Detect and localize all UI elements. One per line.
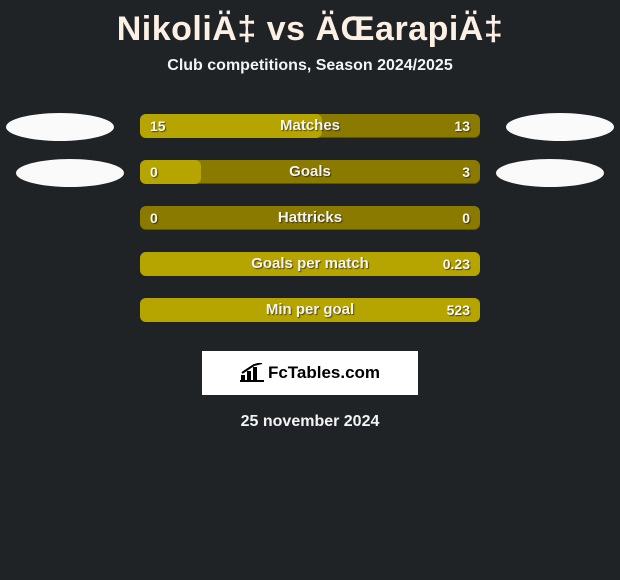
page-subtitle: Club competitions, Season 2024/2025 bbox=[0, 57, 620, 75]
stat-row: 523Min per goal bbox=[0, 287, 620, 333]
player2-ellipse bbox=[496, 159, 604, 187]
stat-row: 0.23Goals per match bbox=[0, 241, 620, 287]
stat-bar: 1513Matches bbox=[140, 114, 480, 138]
player2-ellipse bbox=[506, 113, 614, 141]
stat-bar: 0.23Goals per match bbox=[140, 252, 480, 276]
stat-bar: 523Min per goal bbox=[140, 298, 480, 322]
page-title: NikoliÄ‡ vs ÄŒarapiÄ‡ bbox=[0, 0, 620, 49]
stat-bar: 03Goals bbox=[140, 160, 480, 184]
bar-fill bbox=[140, 114, 322, 138]
date-label: 25 november 2024 bbox=[0, 413, 620, 431]
stat-row: 1513Matches bbox=[0, 103, 620, 149]
stat-bar: 00Hattricks bbox=[140, 206, 480, 230]
stat-row: 03Goals bbox=[0, 149, 620, 195]
logo-text: FcTables.com bbox=[268, 363, 380, 383]
player1-ellipse bbox=[6, 113, 114, 141]
logo-box: FcTables.com bbox=[202, 351, 418, 395]
stat-row: 00Hattricks bbox=[0, 195, 620, 241]
comparison-rows: 1513Matches 03Goals 00Hattricks 0.23Goals p… bbox=[0, 103, 620, 333]
bar-bg bbox=[140, 206, 480, 230]
bar-chart-icon bbox=[240, 363, 264, 383]
bar-fill bbox=[140, 160, 201, 184]
bar-fill bbox=[140, 298, 480, 322]
bar-fill bbox=[140, 252, 480, 276]
player1-ellipse bbox=[16, 159, 124, 187]
